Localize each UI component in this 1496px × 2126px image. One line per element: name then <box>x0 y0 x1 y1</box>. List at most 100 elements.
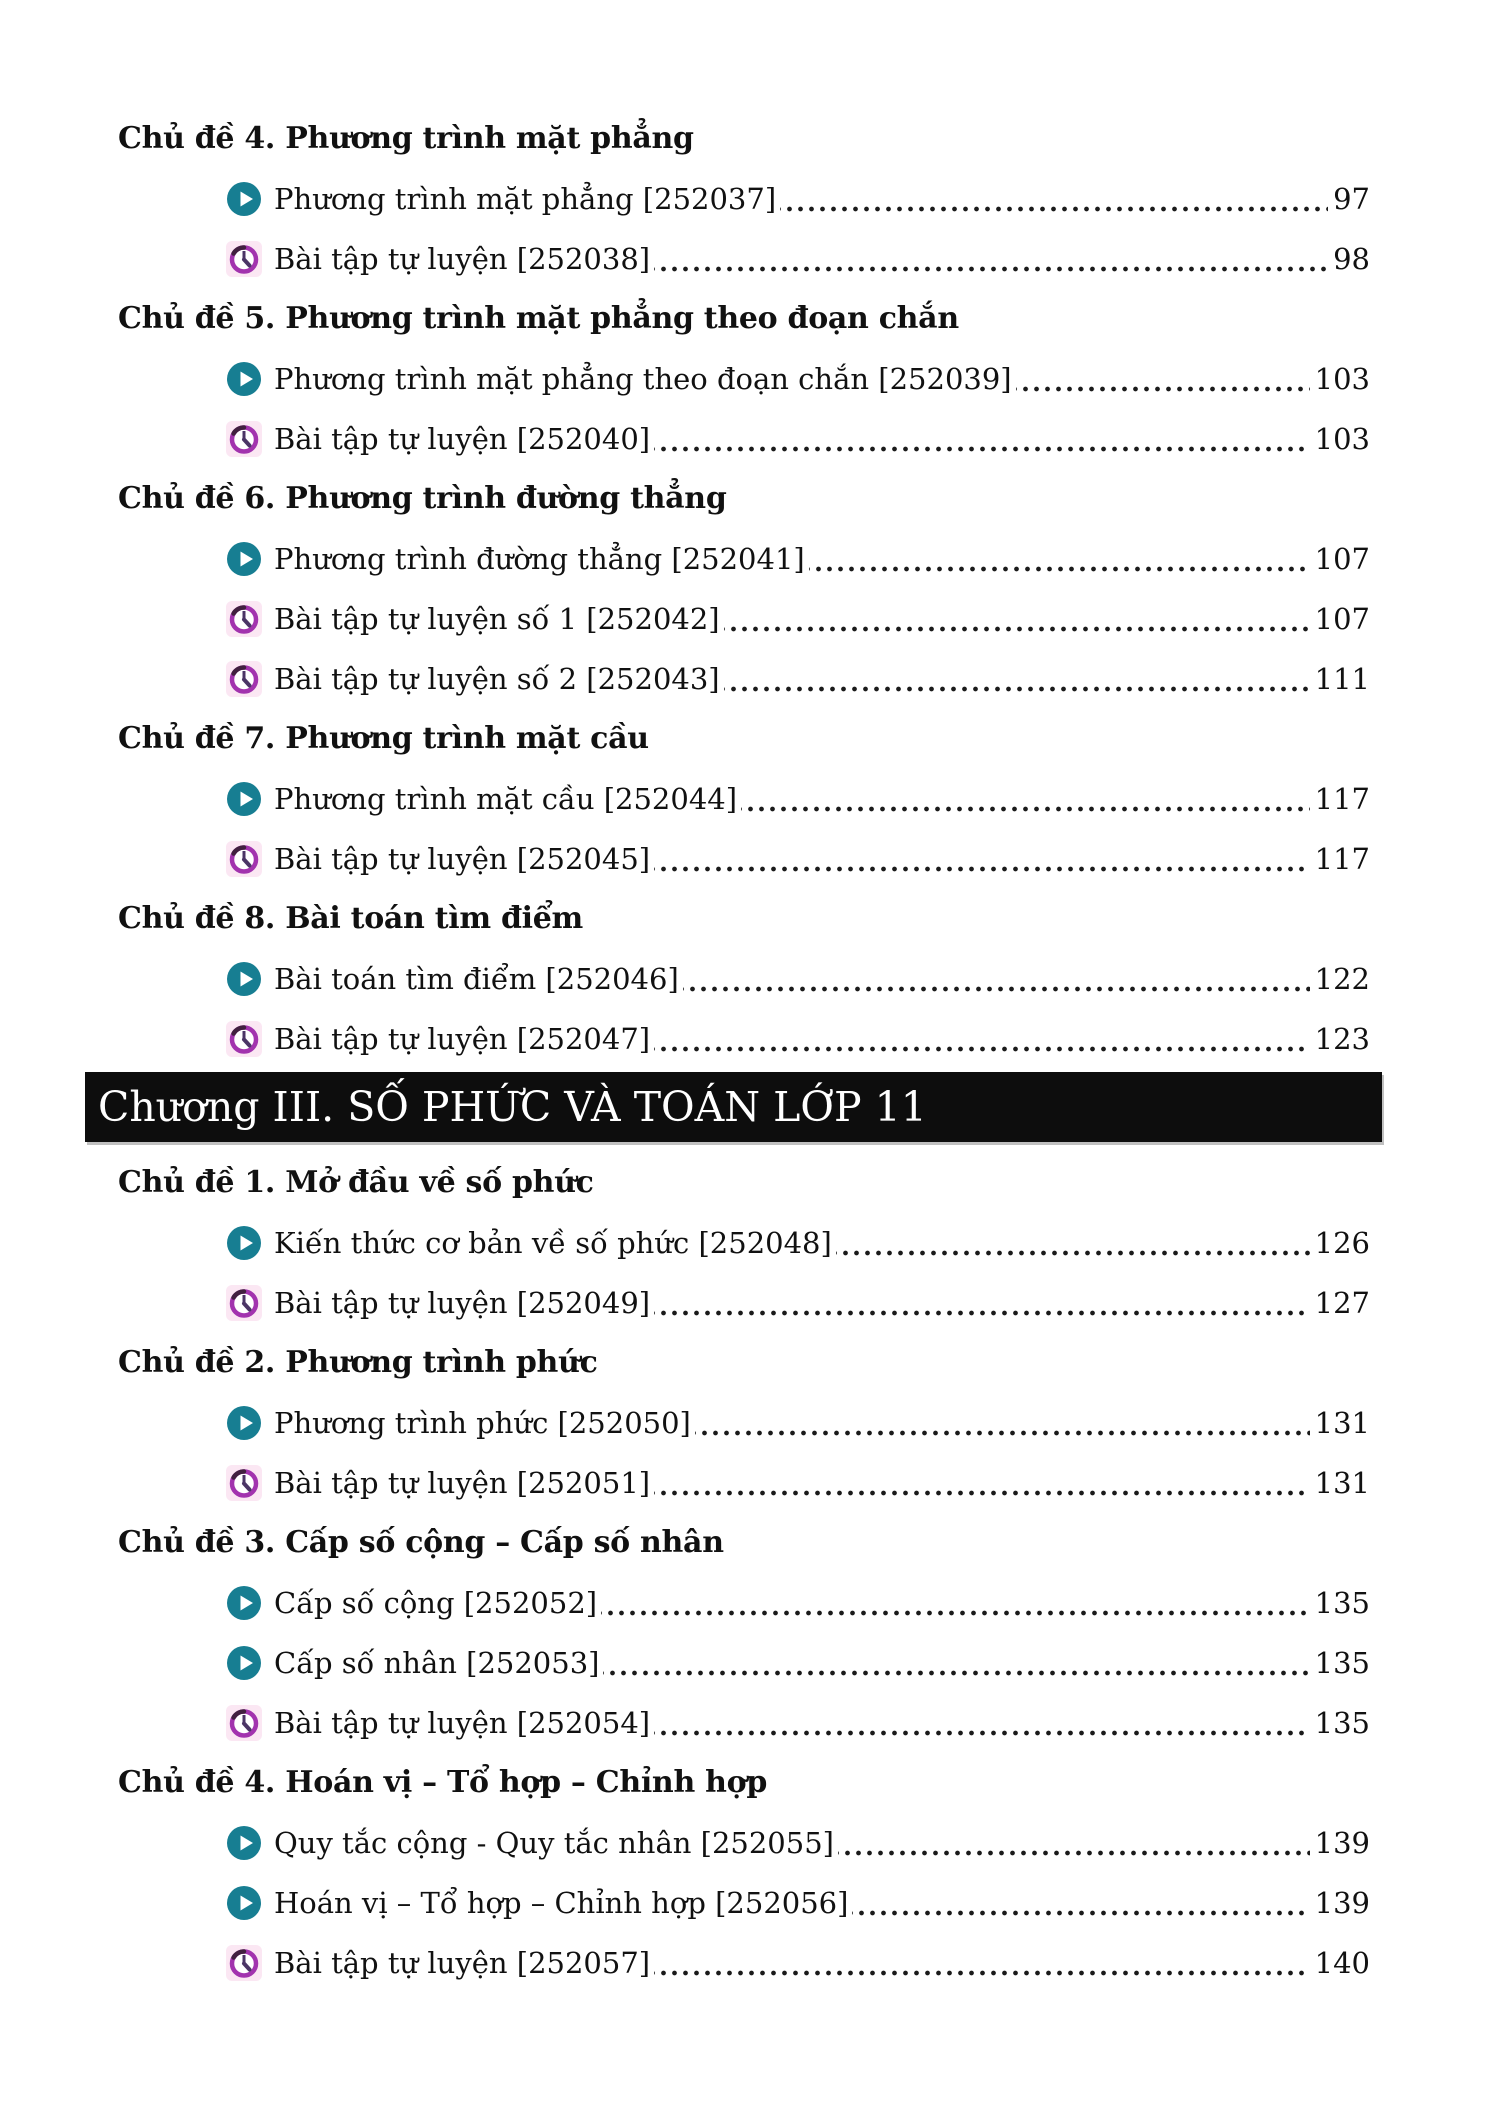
page-number: 135 <box>1314 1586 1370 1620</box>
dot-leader <box>723 600 1310 638</box>
page-number: 131 <box>1314 1466 1370 1500</box>
entry-label: Bài toán tìm điểm [252046] <box>274 962 679 996</box>
toc-entry[interactable]: Bài tập tự luyện [252057] 140 <box>226 1944 1370 1982</box>
page-number: 139 <box>1314 1886 1370 1920</box>
section-heading: Chủ đề 8. Bài toán tìm điểm <box>118 901 583 936</box>
play-icon <box>226 1585 262 1621</box>
entry-label: Cấp số nhân [252053] <box>274 1646 600 1680</box>
entry-label: Cấp số cộng [252052] <box>274 1586 598 1620</box>
clock-icon <box>226 1285 262 1321</box>
entry-label: Bài tập tự luyện [252040] <box>274 422 651 456</box>
dot-leader <box>741 780 1310 818</box>
entry-label: Bài tập tự luyện [252047] <box>274 1022 651 1056</box>
toc-entry[interactable]: Kiến thức cơ bản về số phức [252048] 126 <box>226 1224 1370 1262</box>
page-number: 127 <box>1314 1286 1370 1320</box>
entry-label: Phương trình đường thẳng [252041] <box>274 542 805 576</box>
toc-entry[interactable]: Phương trình đường thẳng [252041] 107 <box>226 540 1370 578</box>
dot-leader <box>1015 360 1310 398</box>
play-icon <box>226 961 262 997</box>
dot-leader <box>654 1704 1310 1742</box>
toc-entry[interactable]: Cấp số nhân [252053] 135 <box>226 1644 1370 1682</box>
entry-label: Bài tập tự luyện [252051] <box>274 1466 651 1500</box>
toc-entry[interactable]: Bài toán tìm điểm [252046] 122 <box>226 960 1370 998</box>
dot-leader <box>837 1824 1310 1862</box>
dot-leader <box>654 1284 1310 1322</box>
page-number: 111 <box>1314 662 1370 696</box>
chapter-banner: Chương III. SỐ PHỨC VÀ TOÁN LỚP 11 <box>85 1072 1382 1142</box>
clock-icon <box>226 661 262 697</box>
table-of-contents: Chủ đề 4. Phương trình mặt phẳng Phương … <box>85 121 1382 1982</box>
toc-entry[interactable]: Bài tập tự luyện [252049] 127 <box>226 1284 1370 1322</box>
dot-leader <box>654 1020 1310 1058</box>
play-icon <box>226 361 262 397</box>
toc-entry[interactable]: Bài tập tự luyện [252054] 135 <box>226 1704 1370 1742</box>
page-number: 140 <box>1314 1946 1370 1980</box>
section-heading: Chủ đề 4. Hoán vị – Tổ hợp – Chỉnh hợp <box>118 1765 767 1800</box>
page-number: 103 <box>1314 362 1370 396</box>
toc-entry[interactable]: Bài tập tự luyện số 2 [252043] 111 <box>226 660 1370 698</box>
play-icon <box>226 1825 262 1861</box>
dot-leader <box>835 1224 1310 1262</box>
clock-icon <box>226 601 262 637</box>
section-heading: Chủ đề 5. Phương trình mặt phẳng theo đo… <box>118 301 959 336</box>
toc-entry[interactable]: Bài tập tự luyện số 1 [252042] 107 <box>226 600 1370 638</box>
section-heading: Chủ đề 3. Cấp số cộng – Cấp số nhân <box>118 1525 724 1560</box>
play-icon <box>226 1645 262 1681</box>
entry-label: Bài tập tự luyện [252057] <box>274 1946 651 1980</box>
page-number: 107 <box>1314 542 1370 576</box>
section-heading: Chủ đề 6. Phương trình đường thẳng <box>118 481 727 516</box>
play-icon <box>226 1885 262 1921</box>
entry-label: Bài tập tự luyện số 2 [252043] <box>274 662 720 696</box>
play-icon <box>226 1405 262 1441</box>
dot-leader <box>723 660 1310 698</box>
page-number: 103 <box>1314 422 1370 456</box>
clock-icon <box>226 1705 262 1741</box>
page-number: 126 <box>1314 1226 1370 1260</box>
play-icon <box>226 541 262 577</box>
toc-entry[interactable]: Phương trình mặt phẳng [252037] 97 <box>226 180 1370 218</box>
page-number: 117 <box>1314 842 1370 876</box>
page-number: 117 <box>1314 782 1370 816</box>
section-heading: Chủ đề 7. Phương trình mặt cầu <box>118 721 649 756</box>
section-heading: Chủ đề 4. Phương trình mặt phẳng <box>118 121 694 156</box>
clock-icon <box>226 1021 262 1057</box>
toc-entry[interactable]: Bài tập tự luyện [252040] 103 <box>226 420 1370 458</box>
clock-icon <box>226 1945 262 1981</box>
dot-leader <box>654 420 1310 458</box>
page-number: 139 <box>1314 1826 1370 1860</box>
page-number: 135 <box>1314 1646 1370 1680</box>
entry-label: Phương trình mặt phẳng theo đoạn chắn [2… <box>274 362 1012 396</box>
dot-leader <box>852 1884 1310 1922</box>
dot-leader <box>808 540 1310 578</box>
dot-leader <box>682 960 1310 998</box>
toc-entry[interactable]: Cấp số cộng [252052] 135 <box>226 1584 1370 1622</box>
page-number: 97 <box>1333 182 1370 216</box>
dot-leader <box>654 240 1329 278</box>
entry-label: Hoán vị – Tổ hợp – Chỉnh hợp [252056] <box>274 1886 849 1920</box>
toc-entry[interactable]: Quy tắc cộng - Quy tắc nhân [252055] 139 <box>226 1824 1370 1862</box>
section-heading: Chủ đề 1. Mở đầu về số phức <box>118 1165 594 1200</box>
toc-entry[interactable]: Bài tập tự luyện [252038] 98 <box>226 240 1370 278</box>
entry-label: Quy tắc cộng - Quy tắc nhân [252055] <box>274 1826 834 1860</box>
entry-label: Phương trình mặt cầu [252044] <box>274 782 738 816</box>
play-icon <box>226 1225 262 1261</box>
clock-icon <box>226 241 262 277</box>
toc-entry[interactable]: Phương trình mặt phẳng theo đoạn chắn [2… <box>226 360 1370 398</box>
entry-label: Bài tập tự luyện [252038] <box>274 242 651 276</box>
toc-entry[interactable]: Bài tập tự luyện [252051] 131 <box>226 1464 1370 1502</box>
dot-leader <box>654 1944 1310 1982</box>
page-number: 107 <box>1314 602 1370 636</box>
entry-label: Bài tập tự luyện [252045] <box>274 842 651 876</box>
toc-entry[interactable]: Bài tập tự luyện [252047] 123 <box>226 1020 1370 1058</box>
toc-entry[interactable]: Phương trình mặt cầu [252044] 117 <box>226 780 1370 818</box>
dot-leader <box>603 1644 1310 1682</box>
clock-icon <box>226 421 262 457</box>
toc-entry[interactable]: Phương trình phức [252050] 131 <box>226 1404 1370 1442</box>
dot-leader <box>654 1464 1310 1502</box>
clock-icon <box>226 1465 262 1501</box>
toc-entry[interactable]: Hoán vị – Tổ hợp – Chỉnh hợp [252056] 13… <box>226 1884 1370 1922</box>
toc-entry[interactable]: Bài tập tự luyện [252045] 117 <box>226 840 1370 878</box>
play-icon <box>226 781 262 817</box>
page-number: 123 <box>1314 1022 1370 1056</box>
